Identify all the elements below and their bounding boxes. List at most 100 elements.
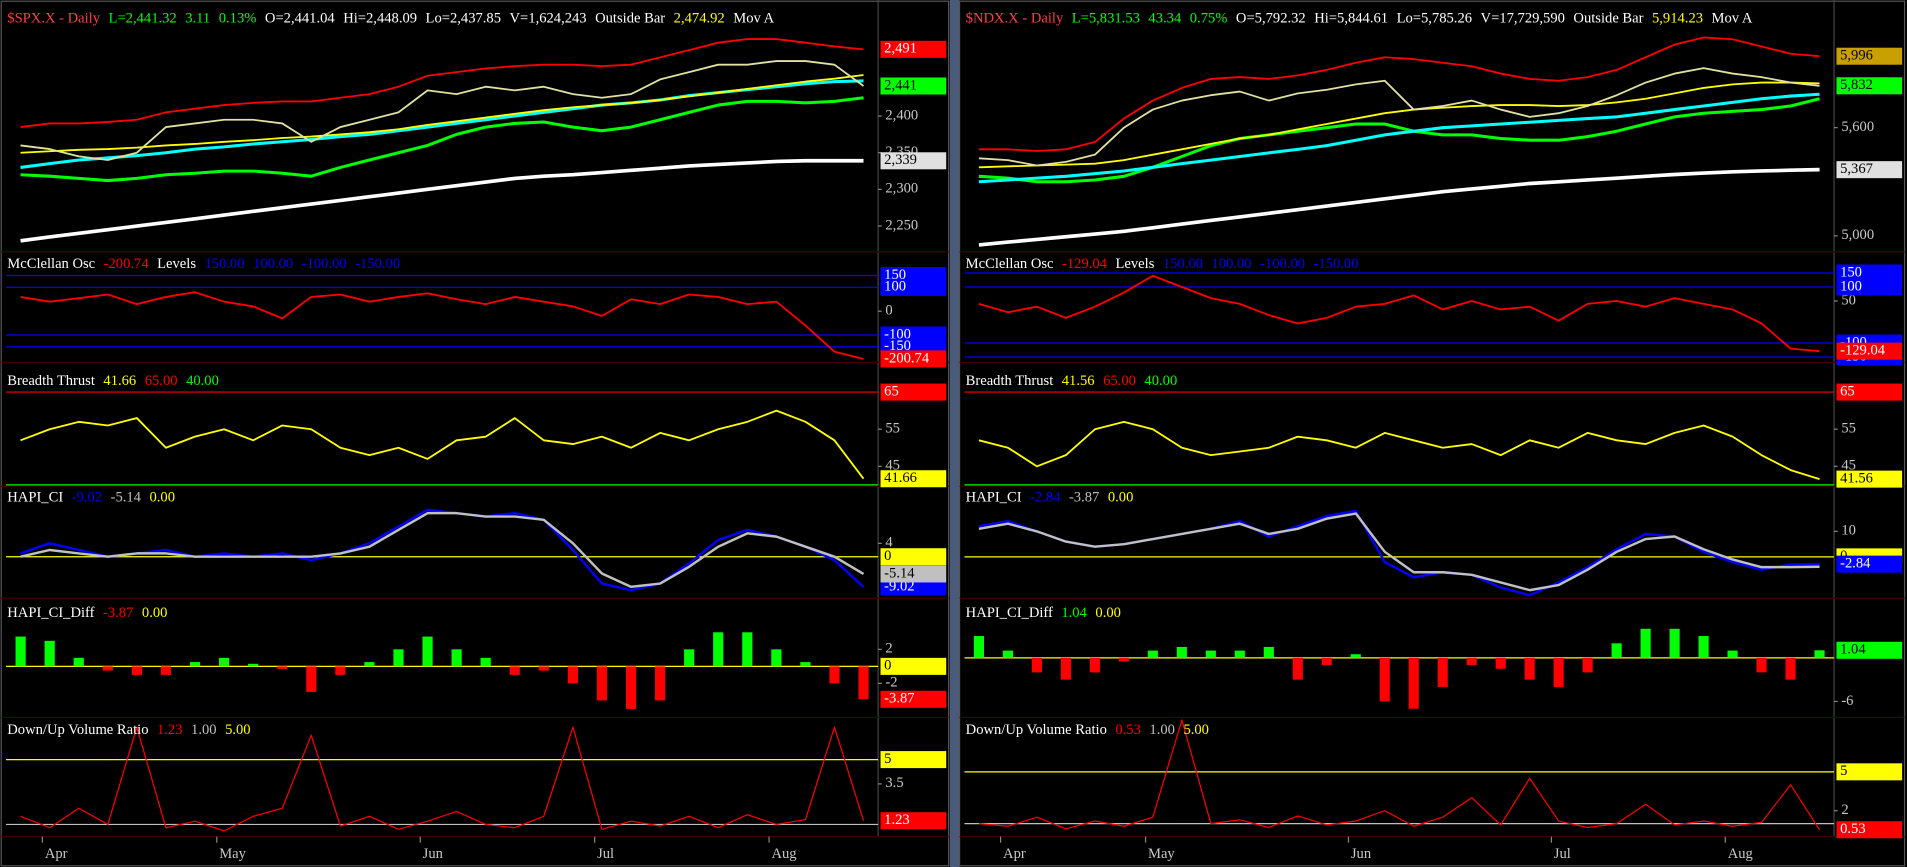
- last-value-flag: 2,491: [884, 41, 917, 57]
- header-part: Outside Bar: [595, 11, 665, 27]
- header-part: $SPX.X - Daily: [7, 11, 100, 27]
- last-value-flag-box: [1836, 555, 1903, 573]
- level-label-box: [1836, 383, 1903, 401]
- header-part: -200.74: [104, 256, 150, 272]
- header-part: Down/Up Volume Ratio: [966, 722, 1107, 738]
- last-value-flag: -5.14: [884, 565, 915, 581]
- diff-bar: [1669, 628, 1680, 658]
- diff-bar: [73, 657, 84, 667]
- y-tick-label: 2,250: [885, 217, 918, 233]
- header-part: 65.00: [1103, 373, 1136, 389]
- last-value-flag: 5,367: [1840, 161, 1873, 177]
- diff-bar: [1379, 657, 1390, 702]
- diff-bar: [625, 666, 637, 709]
- diff-bar: [1321, 657, 1332, 666]
- diff-bar: [1727, 650, 1738, 658]
- y-tick-label: 45: [885, 458, 900, 474]
- diff-bar: [1582, 657, 1593, 673]
- y-tick-label: 2,400: [885, 107, 918, 123]
- header-part: 43.34: [1148, 11, 1182, 27]
- last-value-flag: -129.04: [1840, 343, 1886, 359]
- header-part: 65.00: [145, 373, 178, 389]
- header-part: -150.00: [355, 256, 400, 272]
- level-label-box: [1836, 278, 1903, 296]
- diff-bar: [509, 666, 520, 675]
- header-part: HAPI_CI_Diff: [966, 605, 1053, 621]
- series-line: [978, 36, 1820, 152]
- level-label: 65: [1840, 383, 1855, 399]
- pane-header: HAPI_CI -9.02 -5.14 0.00: [7, 490, 175, 506]
- header-part: 0.00: [142, 605, 168, 621]
- y-tick-label: -2: [885, 675, 897, 691]
- header-part: 0.00: [1108, 490, 1134, 506]
- last-value-flag-box: [1836, 470, 1903, 488]
- pane-header: McClellan Osc -200.74 Levels 150.00 100.00 -1…: [7, 256, 400, 272]
- header-part: 5.00: [1183, 722, 1209, 738]
- y-tick-label: 10: [1841, 523, 1856, 539]
- header-part: 41.66: [103, 373, 136, 389]
- series-line: [20, 508, 865, 592]
- series-line: [20, 291, 864, 360]
- header-part: 40.00: [1144, 373, 1177, 389]
- header-part: O=2,441.04: [265, 11, 335, 27]
- header-part: Hi=5,844.61: [1314, 11, 1388, 27]
- last-value-flag-box: [880, 152, 947, 170]
- series-line: [978, 92, 1820, 184]
- header-part: -9.02: [72, 490, 102, 506]
- diff-bar: [742, 632, 753, 667]
- last-value-flag: 1.04: [1840, 642, 1866, 658]
- last-value-flag-box: [880, 578, 947, 596]
- last-value-flag-box: [880, 350, 947, 368]
- level-label-box: [880, 751, 947, 769]
- last-value-flag: 2,339: [884, 152, 917, 168]
- diff-bar: [364, 662, 375, 667]
- header-part: 2,474.92: [674, 11, 725, 27]
- diff-bar: [1553, 657, 1564, 687]
- y-tick-label: 55: [1841, 421, 1856, 437]
- diff-bar: [189, 662, 201, 667]
- y-tick-label: 50: [1841, 292, 1856, 308]
- diff-bar: [829, 666, 840, 684]
- header-part: L=2,441.32: [109, 11, 177, 27]
- y-tick-label: 3.5: [885, 775, 903, 791]
- diff-bar: [248, 663, 259, 667]
- y-tick-label: 2: [1841, 802, 1848, 818]
- diff-bar: [567, 666, 578, 684]
- last-value-flag-box: [880, 77, 947, 95]
- last-value-flag-box: [880, 470, 947, 488]
- diff-bar: [1785, 657, 1796, 680]
- y-tick-label: 2: [885, 641, 892, 657]
- diff-bar: [1176, 646, 1187, 658]
- panel-divider: [949, 0, 960, 867]
- series-line: [978, 420, 1820, 480]
- diff-bar: [655, 666, 666, 701]
- series-line: [20, 74, 864, 154]
- header-part: Outside Bar: [1573, 11, 1643, 27]
- x-tick-label: May: [1148, 846, 1175, 862]
- diff-bar: [1292, 657, 1303, 680]
- diff-bar: [1698, 636, 1709, 658]
- level-label: 100: [884, 279, 906, 295]
- y-tick-label: 0: [885, 303, 892, 319]
- diff-bar: [1814, 650, 1825, 658]
- last-value-flag: -2.84: [1840, 555, 1871, 571]
- series-line: [978, 97, 1820, 184]
- header-part: -100.00: [302, 256, 347, 272]
- diff-bar: [1031, 657, 1042, 673]
- diff-bar: [1611, 643, 1622, 658]
- last-value-flag-box: [1836, 342, 1903, 360]
- pane-header: $NDX.X - Daily L=5,831.53 43.34 0.75% O=5,79…: [966, 11, 1753, 27]
- header-part: 1.00: [1149, 722, 1175, 738]
- header-part: 100.00: [253, 256, 293, 272]
- last-value-flag-box: [880, 812, 947, 830]
- header-part: HAPI_CI: [7, 490, 63, 506]
- last-value-flag-box: [1836, 641, 1903, 659]
- header-part: McClellan Osc: [7, 256, 95, 272]
- diff-bar: [684, 649, 695, 667]
- left-panel-frame: [0, 0, 950, 867]
- x-tick-label: Aug: [1728, 846, 1754, 862]
- diff-bar: [44, 640, 55, 667]
- last-value-flag: -3.87: [884, 691, 914, 707]
- right-panel-frame: [958, 0, 1906, 867]
- header-part: Lo=2,437.85: [426, 11, 501, 27]
